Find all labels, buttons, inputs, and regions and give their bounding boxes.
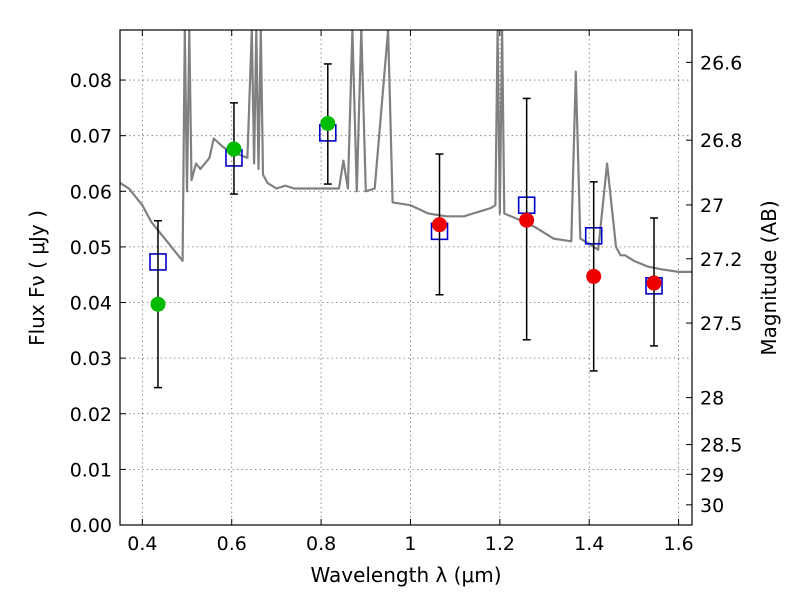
y-tick-label: 0.04	[70, 293, 112, 315]
y-tick-label: 0.02	[70, 404, 112, 426]
y2-tick-label: 30	[700, 495, 724, 517]
data-layer	[120, 30, 692, 389]
y2-axis-label: Magnitude (AB)	[757, 200, 781, 355]
observed-flux-point	[519, 212, 535, 228]
y2-tick-label: 26.6	[700, 52, 742, 74]
y-tick-label: 0.05	[70, 237, 112, 259]
x-tick-label: 0.6	[217, 533, 247, 555]
y-tick-label: 0.01	[70, 459, 112, 481]
y-tick-label: 0.06	[70, 181, 112, 203]
x-tick-label: 1	[404, 533, 416, 555]
y-tick-label: 0.07	[70, 126, 112, 148]
x-tick-label: 1.4	[574, 533, 604, 555]
y-tick-label: 0.03	[70, 348, 112, 370]
tick-layer: 0.4 0.6 0.8 1 1.2 1.4 1.6 0.00 0.01 0.02 0.03 0.04 0…	[70, 30, 742, 555]
y2-tick-label: 26.8	[700, 130, 742, 152]
observed-flux-point	[646, 275, 662, 291]
observed-flux-point	[226, 141, 242, 157]
plot-background	[120, 30, 692, 525]
y2-tick-label: 29	[700, 464, 724, 486]
y2-tick-label: 27.2	[700, 249, 742, 271]
x-tick-label: 0.8	[306, 533, 336, 555]
x-tick-label: 0.4	[127, 533, 157, 555]
y-tick-label: 0.08	[70, 70, 112, 92]
y2-tick-label: 28.5	[700, 435, 742, 457]
y2-tick-label: 27.5	[700, 313, 742, 335]
model-spectrum-line	[120, 30, 692, 273]
x-tick-label: 1.2	[485, 533, 515, 555]
observed-flux-point	[320, 115, 336, 131]
grid-lines	[120, 30, 692, 526]
observed-flux-point	[586, 268, 602, 284]
y2-tick-label: 27	[700, 195, 724, 217]
y2-tick-label: 28	[700, 388, 724, 410]
observed-flux-point	[150, 296, 166, 312]
x-axis-label: Wavelength λ (μm)	[310, 563, 501, 587]
x-tick-label: 1.6	[663, 533, 693, 555]
plot-frame	[119, 29, 693, 526]
observed-flux-point	[432, 217, 448, 233]
y-axis-label: Flux Fν ( μJy )	[25, 210, 49, 346]
y-tick-label: 0.00	[70, 515, 112, 537]
